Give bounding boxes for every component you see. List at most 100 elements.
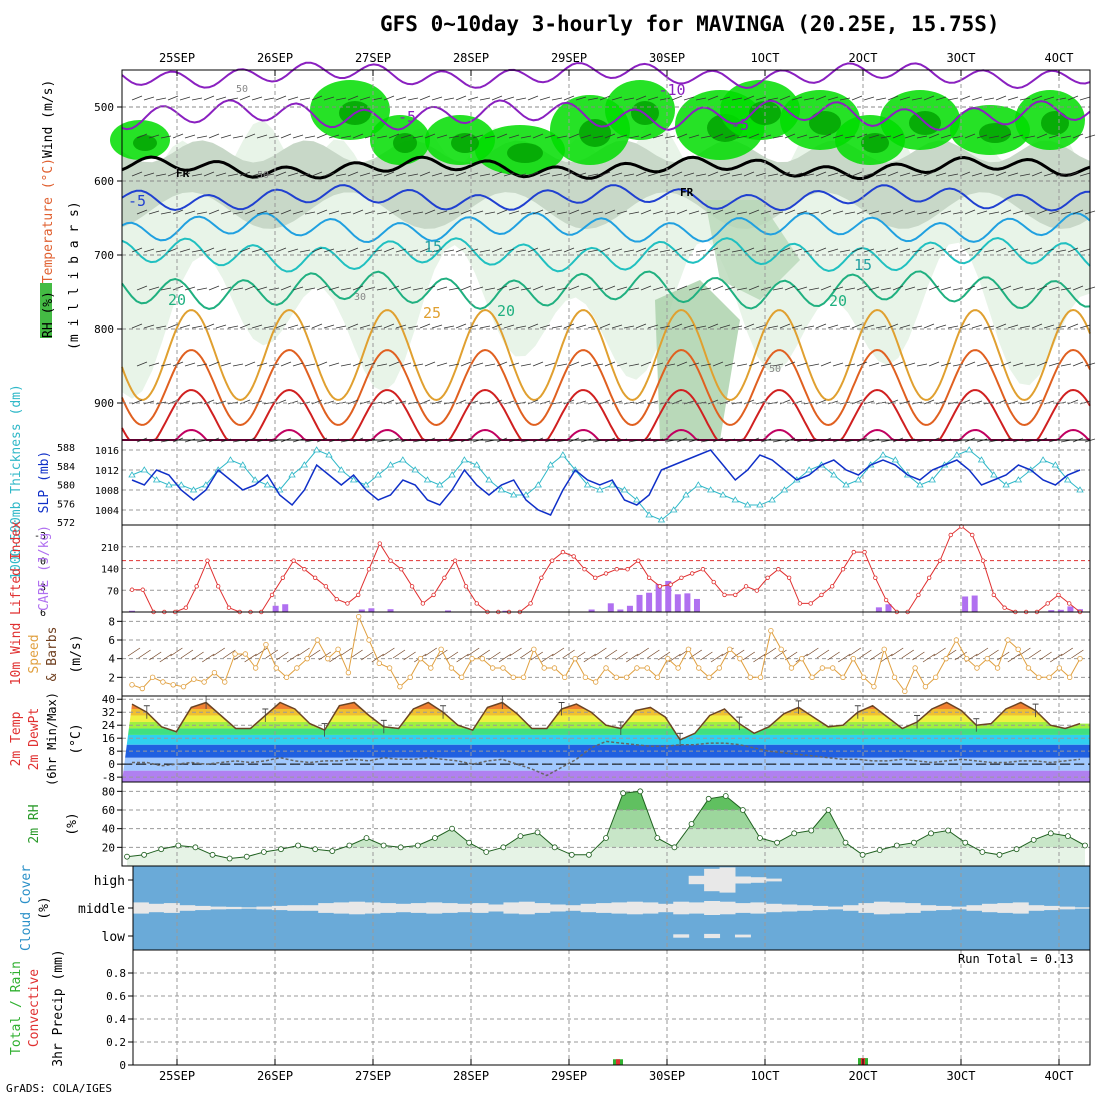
wind-barb-10m bbox=[149, 651, 162, 661]
wind-barb bbox=[947, 325, 959, 329]
wind-barb bbox=[911, 325, 923, 329]
wind-barb-10m bbox=[445, 651, 459, 661]
wind-barb-10m bbox=[520, 649, 533, 659]
wind-barb bbox=[899, 96, 911, 101]
wind-barb-10m bbox=[1028, 649, 1042, 659]
thickness-point bbox=[386, 461, 395, 468]
rh-point bbox=[346, 842, 353, 849]
wind-barb bbox=[431, 248, 443, 253]
wind-barb bbox=[971, 324, 983, 329]
cloud-middle-bar bbox=[981, 903, 998, 913]
wind-barb bbox=[904, 286, 916, 291]
wind-barb bbox=[244, 361, 256, 367]
wind-barb bbox=[280, 133, 292, 139]
wind-barb bbox=[712, 285, 724, 291]
wind-speed-point bbox=[871, 683, 877, 690]
thickness-point bbox=[768, 496, 776, 503]
wind-barb bbox=[136, 361, 148, 367]
wind-barb bbox=[760, 362, 772, 367]
wind-barb bbox=[796, 286, 808, 291]
li-point bbox=[560, 549, 566, 555]
wind-barb-10m bbox=[785, 651, 798, 661]
wind-barb bbox=[527, 171, 539, 177]
rh-point bbox=[500, 844, 507, 851]
li-point bbox=[420, 601, 426, 606]
rh-point bbox=[911, 839, 917, 846]
wind-barb bbox=[1024, 211, 1036, 215]
wind-speed-point bbox=[222, 679, 228, 685]
thickness-point bbox=[1051, 461, 1060, 468]
cape-tick-label: 140 bbox=[101, 565, 119, 576]
wind-barb bbox=[256, 210, 268, 215]
time-label-bottom: 27SEP bbox=[355, 1069, 391, 1083]
thickness-point bbox=[780, 486, 789, 493]
wind-barb bbox=[311, 247, 323, 253]
wind-barb bbox=[148, 210, 160, 215]
thickness-point bbox=[362, 481, 370, 488]
wind-barb bbox=[299, 97, 311, 101]
cloud-middle-bar bbox=[719, 901, 736, 915]
slp-tick-label: 1012 bbox=[95, 466, 119, 477]
wind-barb bbox=[731, 249, 743, 253]
wind-barb bbox=[383, 323, 395, 329]
wind-barb bbox=[880, 135, 892, 139]
ylabel-temp-a: 2m Temp bbox=[9, 711, 24, 766]
wind-barb bbox=[371, 325, 383, 329]
wind-barb bbox=[887, 171, 899, 177]
rh-point bbox=[825, 807, 832, 813]
li-point bbox=[926, 575, 932, 580]
wind-barb-10m bbox=[159, 653, 172, 663]
thickness-point bbox=[928, 476, 936, 483]
li-point bbox=[636, 558, 641, 563]
wind-barb bbox=[496, 285, 508, 291]
rh-point bbox=[380, 842, 387, 849]
wind-speed-point bbox=[191, 676, 197, 682]
wind-barb bbox=[256, 286, 268, 291]
wind-speed-point bbox=[397, 683, 403, 690]
wind-barb bbox=[479, 401, 491, 405]
cloud-middle-bar bbox=[395, 903, 412, 913]
wind-barb bbox=[1067, 95, 1079, 101]
wind-barb bbox=[928, 361, 940, 367]
cloud-middle-bar bbox=[611, 902, 628, 914]
cloud-middle-bar bbox=[410, 903, 427, 913]
thickness-point bbox=[485, 476, 493, 483]
wind-barb bbox=[964, 361, 976, 367]
wind-barb bbox=[947, 97, 959, 101]
rh-band bbox=[127, 847, 1085, 866]
cloud-middle-bar bbox=[858, 903, 875, 913]
wind-barb bbox=[131, 399, 143, 405]
wind-barb bbox=[268, 363, 280, 367]
wind-barb bbox=[515, 249, 527, 253]
cloud-middle-bar bbox=[626, 901, 643, 915]
wind-barb bbox=[803, 249, 815, 253]
ylabel-precip-a-group: Total / Rain bbox=[9, 961, 24, 1055]
wind-barb-10m bbox=[615, 651, 628, 661]
wind-barb bbox=[400, 134, 412, 139]
wind-barb bbox=[311, 323, 323, 329]
wind-barb bbox=[1043, 324, 1055, 329]
li-point bbox=[862, 549, 867, 555]
wind-barb bbox=[815, 95, 827, 101]
thickness-point bbox=[694, 481, 703, 488]
wind-speed-point bbox=[1046, 674, 1052, 681]
rh-point bbox=[449, 825, 455, 832]
wind-barb bbox=[1060, 363, 1072, 367]
wind-barb bbox=[863, 324, 875, 329]
rh-point bbox=[243, 853, 250, 860]
wind-speed-point bbox=[180, 683, 187, 690]
wind-barb bbox=[760, 210, 772, 215]
contour-label: 50 bbox=[257, 170, 269, 181]
wind-barb bbox=[479, 97, 491, 101]
li-point bbox=[312, 575, 318, 580]
wind-barb bbox=[256, 362, 268, 367]
wind-barb bbox=[971, 248, 983, 253]
wind-barb bbox=[940, 210, 952, 215]
wind-barb bbox=[383, 171, 395, 177]
cloud-middle-bar bbox=[1012, 902, 1029, 914]
wind-barb bbox=[647, 248, 659, 253]
thickness-point bbox=[731, 496, 739, 503]
rh-point bbox=[774, 839, 780, 846]
temp-band bbox=[122, 728, 1090, 735]
